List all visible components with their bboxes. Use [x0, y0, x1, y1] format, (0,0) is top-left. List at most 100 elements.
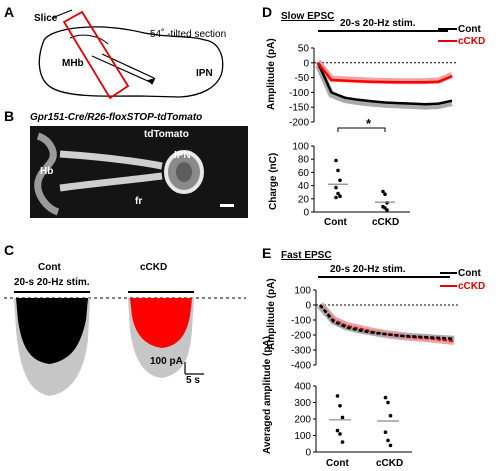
mhb-label: MHb: [62, 58, 84, 69]
charge-points: [328, 158, 395, 212]
xcat-cont-d: Cont: [324, 217, 347, 228]
avg-y-tick-label: 400: [294, 382, 311, 393]
fast-y-tick-label: -100: [291, 316, 311, 327]
section-label: 54˚ -tilted section: [150, 29, 227, 40]
avg-point: [383, 395, 388, 400]
charge-point: [381, 204, 385, 209]
scale-y-label: 100 pA: [150, 356, 183, 367]
charge-point: [381, 189, 385, 194]
panel-label-a: A: [4, 4, 15, 20]
avg-y-tick-label: 100: [294, 431, 311, 442]
ipn-label-a: IPN: [196, 68, 213, 79]
cckd-trace: [130, 298, 192, 348]
charge-y-tick-label: 20: [298, 194, 310, 205]
hb-label: Hb: [40, 166, 54, 177]
cckd-trace-label: cCKD: [140, 262, 168, 273]
slow-y-tick-label: 50: [298, 44, 310, 55]
charge-y-tick-label: 40: [298, 181, 310, 192]
charge-y-tick-label: 100: [292, 142, 309, 153]
cont-trace-range: [14, 298, 90, 396]
avg-point: [386, 400, 390, 405]
panel-label-c: C: [4, 242, 15, 258]
avg-point: [335, 428, 340, 433]
xcat-cckd-d: cCKD: [372, 217, 400, 228]
avg-point: [388, 413, 393, 418]
legend-cont-d: Cont: [458, 24, 481, 35]
series-band-cckd-e: [317, 302, 455, 345]
charge-point: [383, 206, 387, 210]
charge-axis: 100 80 60 40 20 0: [292, 142, 410, 219]
mouse-line-title: Gpr151-Cre/R26-floxSTOP-tdTomato: [30, 112, 203, 123]
slow-y-tick-label: -200: [289, 118, 309, 129]
avg-y-tick-label: 300: [294, 398, 311, 409]
avg-point: [388, 443, 393, 448]
avg-y-tick-label: 200: [294, 415, 311, 426]
charge-point: [338, 194, 342, 198]
fast-y-tick-label: 100: [294, 286, 311, 297]
charge-y-tick-label: 60: [298, 168, 310, 179]
panel-label-e: E: [262, 245, 272, 261]
series-band-cckd-d: [315, 59, 454, 85]
charge-point: [338, 178, 342, 183]
series-line-cont-d: [316, 62, 453, 106]
cont-trace: [16, 298, 88, 364]
charge-point: [383, 192, 387, 196]
fast-epsc-title: Fast EPSC: [281, 250, 332, 261]
avg-point: [340, 440, 345, 444]
significance-star: *: [366, 116, 372, 131]
fast-y-tick-label: -400: [291, 361, 311, 372]
series-band-cont-d: [315, 63, 453, 110]
avg-y-tick-label: 0: [305, 448, 311, 459]
cont-trace-label: Cont: [38, 262, 61, 273]
charge-point: [334, 195, 338, 200]
ipn-label-b: IPN: [174, 150, 191, 161]
avg-point: [386, 438, 390, 443]
stim-label-c: 20-s 20-Hz stim.: [14, 277, 90, 288]
charge-ylabel: Charge (nC): [268, 152, 279, 210]
fr-label: fr: [135, 196, 143, 207]
slow-y-tick-label: -50: [295, 73, 310, 84]
avg-ylabel: Averaged amplitude (pA): [262, 336, 273, 454]
slow-epsc-axis: 50 0 -50 -100 -150 -200: [289, 44, 456, 129]
fast-y-tick-label: -300: [291, 346, 311, 357]
charge-y-tick-label: 80: [298, 155, 310, 166]
avg-amplitude-axis: 400 300 200 100 0: [294, 382, 412, 459]
legend-cckd-e: cCKD: [458, 281, 486, 292]
charge-point: [385, 201, 389, 205]
charge-point: [385, 208, 389, 212]
slice-label: Slice: [34, 13, 58, 24]
xcat-cckd-e: cCKD: [376, 458, 404, 469]
avg-point: [340, 415, 345, 420]
slow-epsc-title: Slow EPSC: [281, 11, 335, 22]
scale-x-label: 5 s: [186, 375, 200, 386]
series-line-cckd-d: [317, 62, 453, 84]
series-line-cckd-e: [319, 304, 455, 343]
fast-y-tick-label: 0: [305, 301, 311, 312]
panel-label-d: D: [262, 4, 273, 20]
avg-point: [338, 404, 342, 408]
avg-point: [383, 430, 388, 435]
charge-y-tick-label: 0: [303, 208, 309, 219]
stim-label-d: 20-s 20-Hz stim.: [340, 18, 416, 29]
panel-label-b: B: [4, 108, 15, 124]
slow-y-tick-label: -100: [289, 88, 309, 99]
significance-bracket: [337, 127, 386, 132]
charge-point: [336, 168, 340, 173]
charge-point: [334, 158, 338, 163]
fluorescence-image: [30, 126, 248, 218]
stim-label-e: 20-s 20-Hz stim.: [330, 264, 406, 275]
slow-y-tick-label: 0: [303, 58, 309, 69]
xcat-cont-e: Cont: [326, 458, 349, 469]
charge-point: [336, 191, 340, 196]
fast-epsc-axis: 100 0 -100 -200 -300 -400: [291, 286, 458, 372]
legend-cckd-d: cCKD: [458, 36, 486, 47]
charge-point: [334, 185, 338, 190]
avg-point: [335, 394, 340, 398]
fast-y-tick-label: -200: [291, 331, 311, 342]
tdtomato-label: tdTomato: [144, 129, 189, 140]
slow-epsc-ylabel: Amplitude (pA): [266, 38, 277, 110]
